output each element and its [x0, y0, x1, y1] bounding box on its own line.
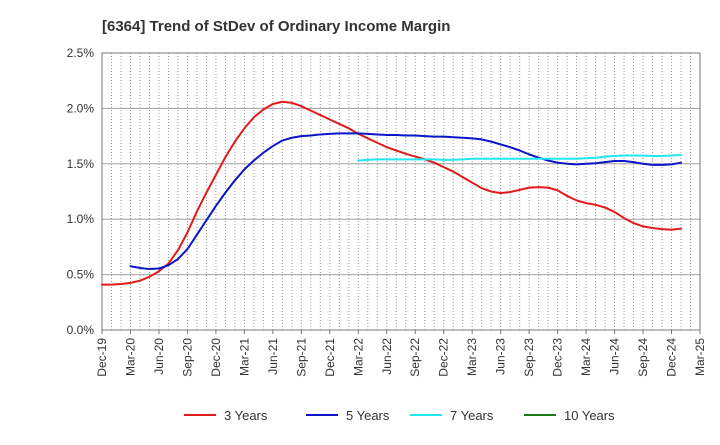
x-tick-label: Jun-22 [380, 338, 394, 375]
x-tick-label: Sep-24 [636, 338, 650, 377]
x-tick-label: Mar-20 [123, 338, 137, 376]
x-tick-label: Mar-22 [351, 338, 365, 376]
x-tick-label: Mar-24 [579, 338, 593, 376]
y-tick-label: 1.5% [67, 157, 95, 171]
x-tick-label: Jun-24 [608, 338, 622, 375]
chart-title: [6364] Trend of StDev of Ordinary Income… [102, 18, 450, 35]
x-tick-label: Jun-23 [494, 338, 508, 375]
y-tick-label: 2.5% [67, 46, 95, 60]
y-tick-label: 1.0% [67, 212, 95, 226]
x-tick-label: Sep-20 [180, 338, 194, 377]
series-line-7-years [357, 153, 683, 162]
x-tick-label: Mar-23 [465, 338, 479, 376]
grid [102, 52, 700, 331]
x-tick-label: Sep-21 [294, 338, 308, 377]
axes: 0.0% 0.5% 1.0% 1.5% 2.0% 2.5% Dec-19 Mar-20 Jun-… [67, 46, 707, 377]
y-tick-label: 0.5% [67, 268, 95, 282]
legend-label: 3 Years [224, 408, 268, 423]
x-tick-label: Dec-22 [437, 338, 451, 377]
plot-border [101, 52, 701, 331]
series-line-5-years [129, 132, 683, 271]
series-lines [101, 100, 683, 286]
x-tick-label: Dec-20 [209, 338, 223, 377]
legend-label: 10 Years [564, 408, 615, 423]
series-line-3-years [101, 100, 683, 286]
x-tick-label: Dec-19 [95, 338, 109, 377]
legend-label: 5 Years [346, 408, 390, 423]
plot-area [102, 53, 700, 330]
y-tick-label: 0.0% [67, 323, 95, 337]
x-tick-label: Sep-23 [522, 338, 536, 377]
y-tick-label: 2.0% [67, 101, 95, 115]
legend: 3 Years 5 Years 7 Years 10 Years [184, 408, 615, 423]
x-tick-label: Mar-25 [693, 338, 707, 376]
x-tick-label: Jun-20 [152, 338, 166, 375]
x-tick-label: Dec-21 [323, 338, 337, 377]
x-tick-label: Jun-21 [266, 338, 280, 375]
x-tick-label: Dec-24 [665, 338, 679, 377]
legend-label: 7 Years [450, 408, 494, 423]
x-tick-label: Dec-23 [551, 338, 565, 377]
x-tick-label: Mar-21 [237, 338, 251, 376]
x-tick-label: Sep-22 [408, 338, 422, 377]
